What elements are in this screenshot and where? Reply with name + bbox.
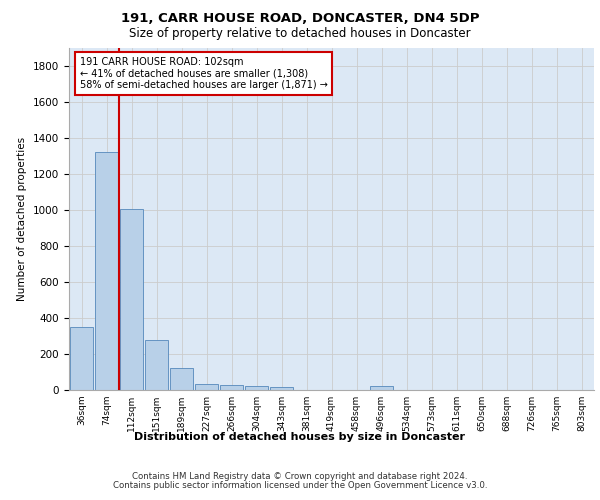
Bar — [119, 209, 143, 390]
Bar — [95, 152, 118, 390]
Text: Distribution of detached houses by size in Doncaster: Distribution of detached houses by size … — [134, 432, 466, 442]
Bar — [220, 385, 244, 390]
Text: 191 CARR HOUSE ROAD: 102sqm
← 41% of detached houses are smaller (1,308)
58% of : 191 CARR HOUSE ROAD: 102sqm ← 41% of det… — [79, 56, 328, 90]
Text: Contains public sector information licensed under the Open Government Licence v3: Contains public sector information licen… — [113, 481, 487, 490]
Text: Size of property relative to detached houses in Doncaster: Size of property relative to detached ho… — [129, 28, 471, 40]
Bar — [269, 388, 293, 390]
Text: 191, CARR HOUSE ROAD, DONCASTER, DN4 5DP: 191, CARR HOUSE ROAD, DONCASTER, DN4 5DP — [121, 12, 479, 26]
Bar — [70, 327, 94, 390]
Bar — [245, 386, 268, 390]
Bar — [194, 384, 218, 390]
Y-axis label: Number of detached properties: Number of detached properties — [17, 136, 28, 301]
Bar — [170, 368, 193, 390]
Bar — [145, 340, 169, 390]
Text: Contains HM Land Registry data © Crown copyright and database right 2024.: Contains HM Land Registry data © Crown c… — [132, 472, 468, 481]
Bar — [370, 386, 394, 390]
